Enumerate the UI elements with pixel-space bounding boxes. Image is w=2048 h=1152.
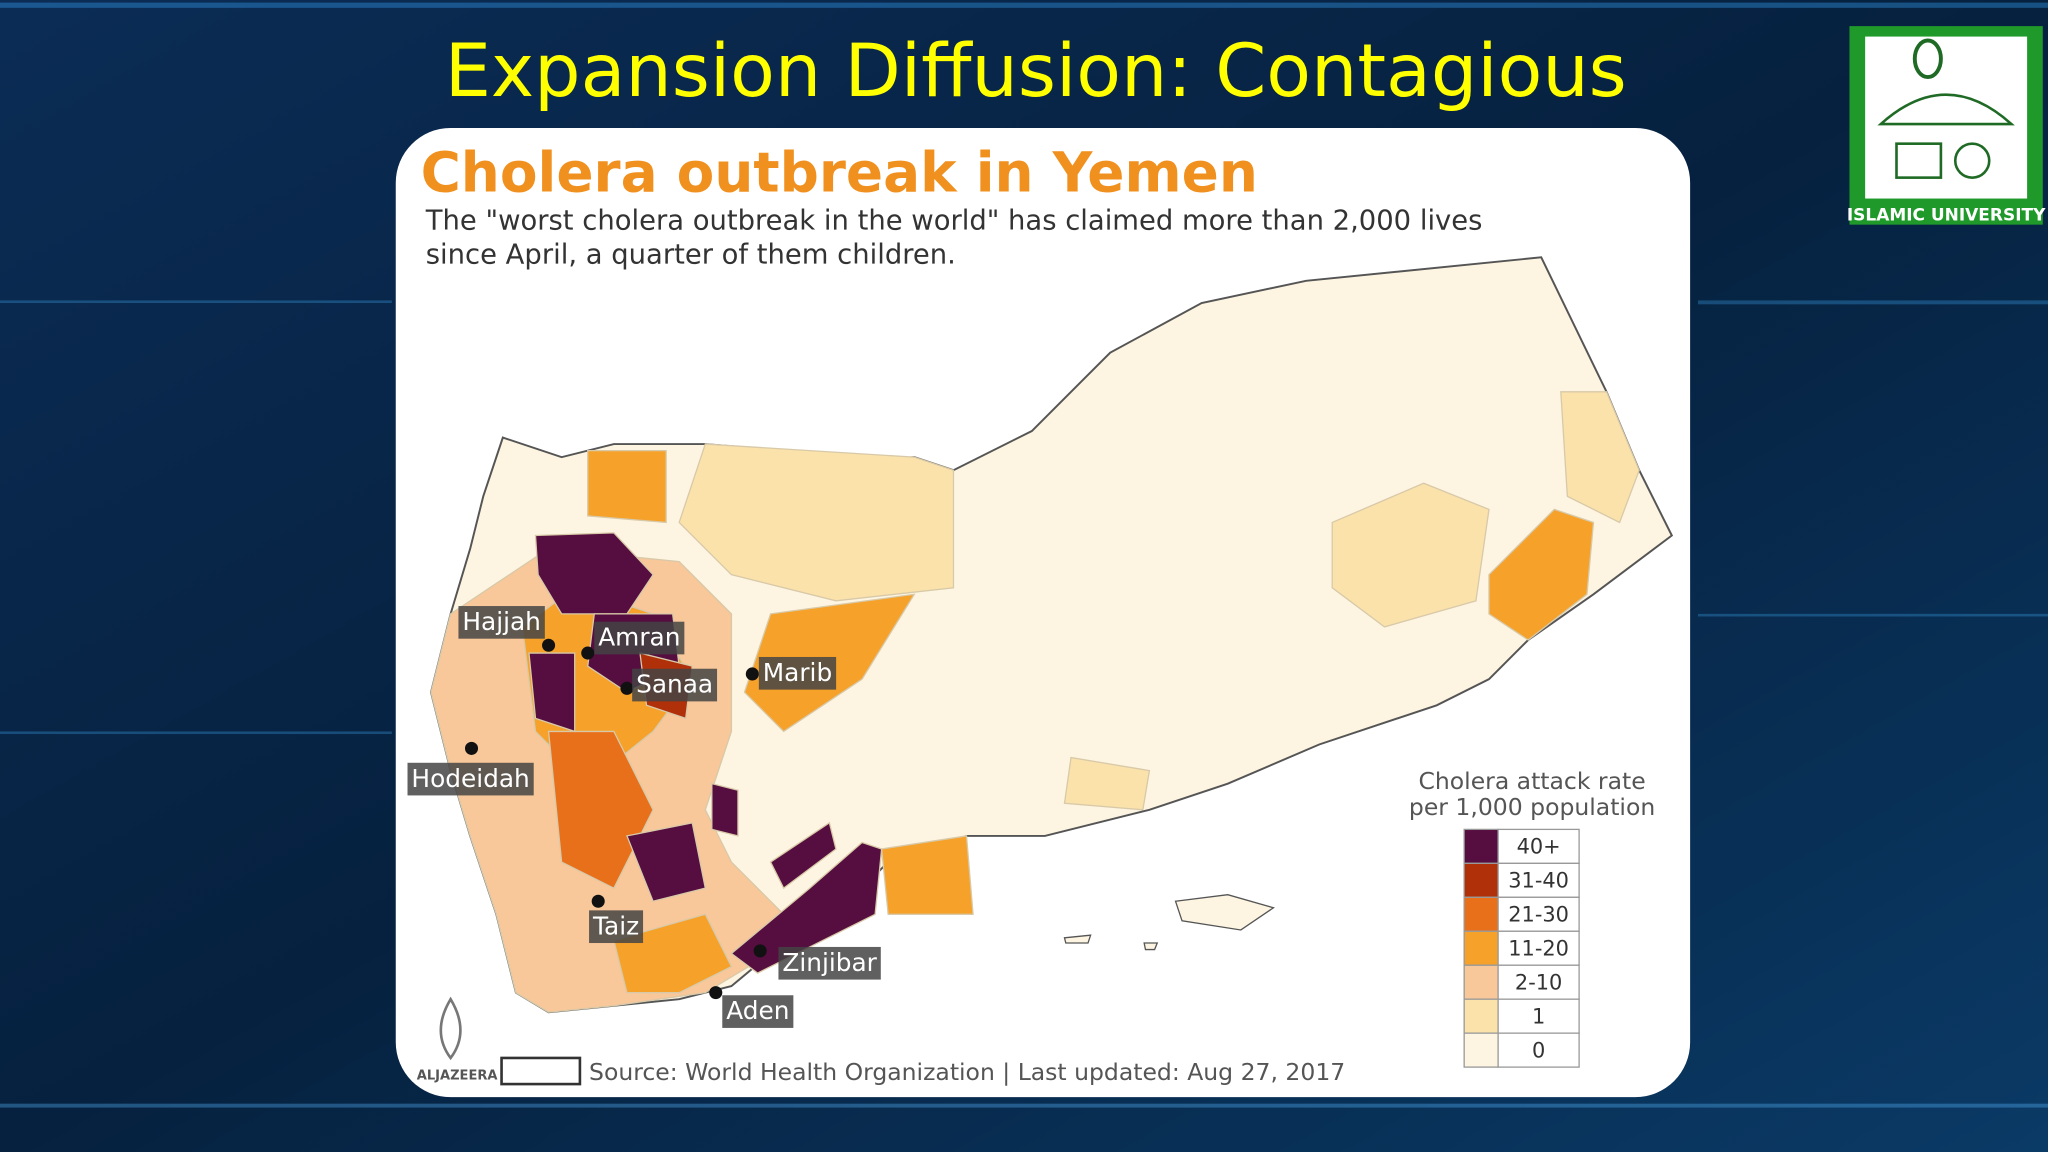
legend-swatch [1463,998,1499,1034]
legend-swatch [1463,862,1499,898]
city-label: Sanaa [636,670,713,699]
legend-swatch [1463,828,1499,864]
city-label-bg [632,668,718,702]
city-dot [591,894,605,908]
city-label-bg [589,910,644,944]
legend-title: per 1,000 population [1409,793,1655,821]
legend-cell [1497,828,1580,864]
city-dot [581,646,595,660]
city-label-bg [758,656,837,690]
city-label: Zinjibar [782,948,877,977]
brand: ALJAZEERA [417,1069,499,1084]
map-subtitle: The "worst cholera outbreak in the world… [425,206,1483,237]
city-label-bg [778,946,881,980]
city-label-bg [722,995,794,1028]
map-subtitle: since April, a quarter of them children. [426,240,956,271]
legend-label: 31-40 [1508,869,1569,893]
city-dot [620,681,634,695]
city-label-bg [458,606,545,639]
legend-cell [1497,964,1580,1000]
legend-title: Cholera attack rate [1418,767,1645,795]
legend-cell [1497,998,1580,1034]
legend-cell [1497,1032,1580,1068]
city-label: Marib [763,658,832,687]
slide-title: Expansion Diffusion: Contagious [445,29,1627,114]
city-label-bg [594,621,685,655]
city-label: Taiz [592,911,639,940]
city-labels: Hajjah Amran Sanaa Marib Hodeidah Taiz Zinjiba… [407,606,881,1028]
legend-label: 2-10 [1515,971,1562,995]
logo-text: ISLAMIC UNIVERSITY [1847,206,2046,226]
logo: ISLAMIC UNIVERSITY [1847,26,2046,226]
legend-label: 21-30 [1508,903,1569,927]
city-dot [753,944,767,958]
cc-badge [500,1056,582,1086]
legend-label: 40+ [1517,835,1561,859]
city-dot [745,667,759,681]
legend-swatch [1463,964,1499,1000]
aljazeera-logo: ALJAZEERA [417,996,499,1084]
legend-swatch [1463,896,1499,932]
legend: 40+ 31-40 21-30 11-20 2-10 1 0 [1463,828,1580,1068]
legend-swatch [1463,1032,1499,1068]
legend-label: 0 [1532,1038,1545,1062]
yemen-map [430,256,1674,1014]
legend-label: 11-20 [1508,937,1569,961]
map-title: Cholera outbreak in Yemen [421,140,1258,204]
legend-cell [1497,896,1580,932]
source-note: Source: World Health Organization | Last… [589,1058,1345,1086]
legend-cell [1497,862,1580,898]
city-dot [542,638,556,652]
city-label: Hodeidah [411,764,529,793]
city-dot [709,986,723,1000]
legend-label: 1 [1532,1004,1545,1028]
legend-cell [1497,930,1580,966]
light-streaks [0,2,2048,1108]
city-label: Aden [726,996,789,1025]
city-label: Hajjah [462,607,541,636]
city-dot [464,741,479,755]
city-label-bg [407,762,534,796]
city-label: Amran [598,623,680,652]
legend-swatch [1463,930,1499,966]
